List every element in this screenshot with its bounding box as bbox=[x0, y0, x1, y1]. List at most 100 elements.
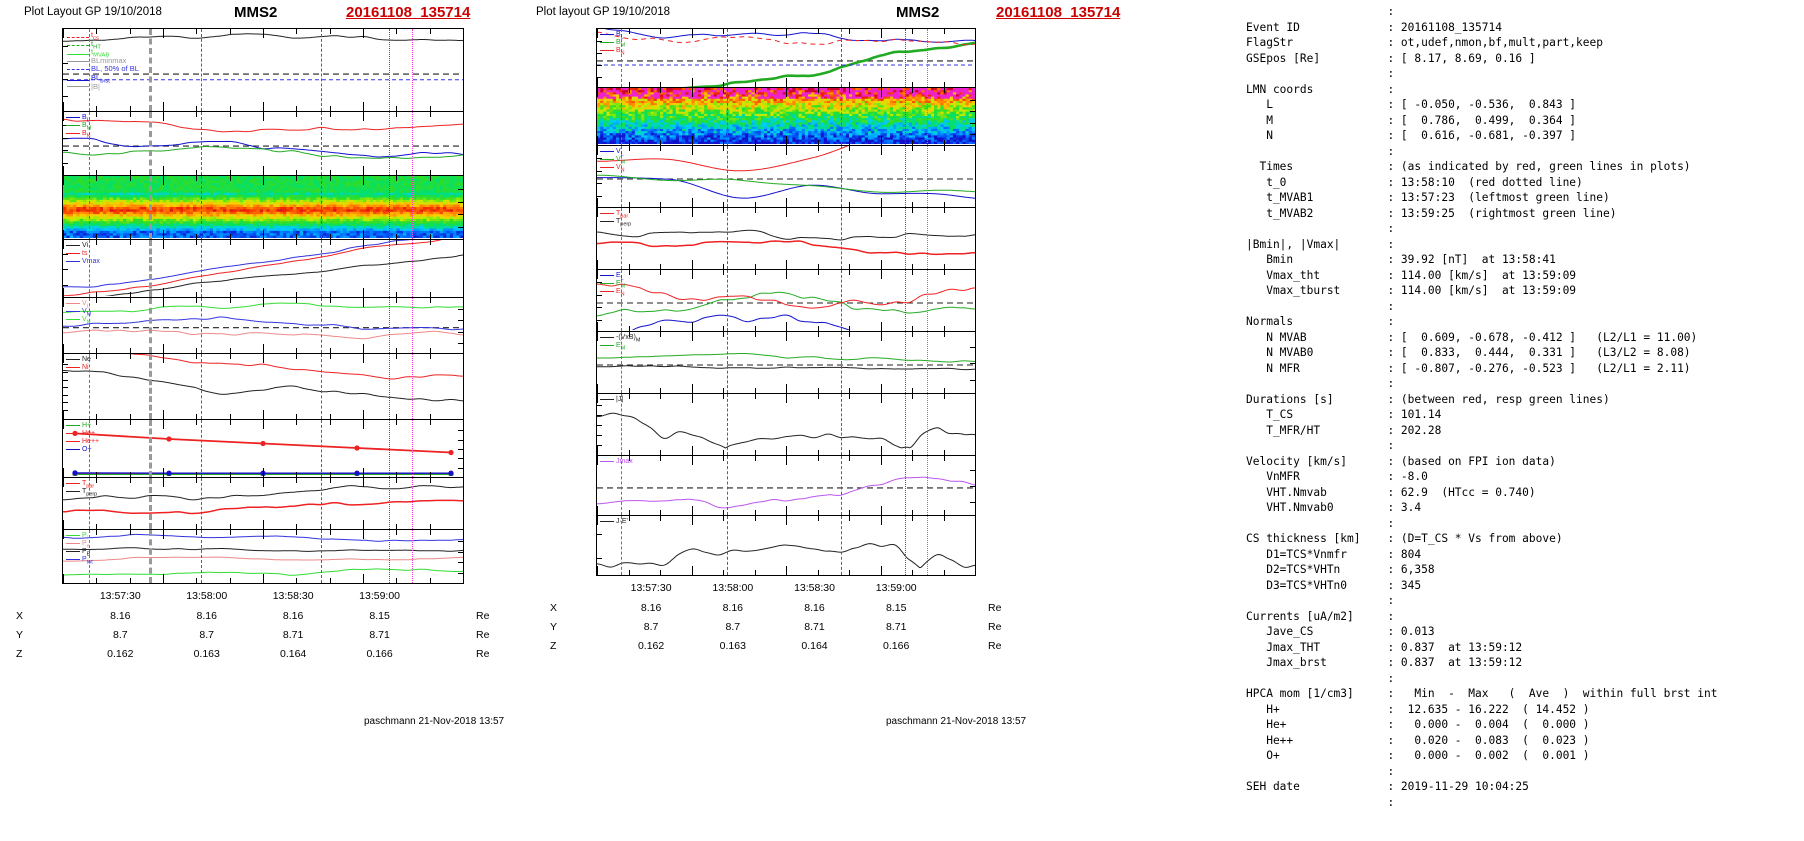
y-axis-tick bbox=[63, 124, 68, 126]
axis-tick bbox=[296, 176, 298, 181]
axis-tick bbox=[429, 234, 431, 239]
axis-tick bbox=[943, 140, 945, 145]
axis-tick bbox=[63, 574, 64, 583]
axis-tick bbox=[329, 530, 331, 535]
legend-swatch bbox=[600, 166, 614, 168]
y-axis-tick bbox=[458, 562, 463, 564]
axis-tick bbox=[660, 450, 661, 455]
legend-label: tMVAB bbox=[91, 47, 110, 59]
y-axis-tick bbox=[63, 269, 68, 270]
axis-tick bbox=[396, 292, 398, 297]
axis-tick bbox=[943, 388, 945, 393]
y-axis-tick bbox=[63, 150, 68, 152]
event-marker-line-blue bbox=[905, 29, 907, 87]
coord-row-label: X bbox=[550, 602, 558, 614]
axis-tick bbox=[597, 198, 598, 207]
axis-tick bbox=[691, 136, 693, 145]
legend-row: Pi bbox=[66, 532, 93, 542]
axis-tick bbox=[880, 516, 882, 525]
legend-swatch bbox=[600, 150, 614, 152]
axis-tick bbox=[129, 298, 131, 303]
axis-tick bbox=[817, 326, 819, 331]
axis-tick bbox=[691, 566, 693, 575]
axis-tick bbox=[96, 292, 98, 297]
axis-tick bbox=[263, 410, 264, 419]
coord-cell: 8.71 bbox=[804, 621, 825, 633]
plot-strip-3: |Vi| [km/s]1008060VitsVmax bbox=[62, 240, 464, 298]
axis-tick bbox=[754, 326, 756, 331]
legend-swatch bbox=[600, 212, 614, 214]
axis-tick bbox=[96, 348, 98, 353]
legend-label: BL, 50% of BL bbox=[91, 64, 139, 74]
axis-tick bbox=[786, 506, 787, 515]
legend-label: Pi bbox=[82, 532, 88, 542]
axis-tick bbox=[754, 270, 756, 275]
strip-legend: VL VM VN bbox=[66, 300, 91, 325]
axis-tick bbox=[329, 106, 331, 111]
legend-swatch bbox=[66, 424, 80, 426]
event-marker-line-gray bbox=[149, 478, 152, 529]
axis-tick bbox=[363, 478, 364, 487]
axis-tick bbox=[163, 420, 164, 429]
y-axis-tick bbox=[458, 467, 463, 469]
coord-cell: 8.15 bbox=[885, 602, 907, 614]
axis-tick bbox=[196, 354, 198, 359]
event-info-panel: : Event ID : 20161108_135714 FlagStr : o… bbox=[1240, 0, 1804, 841]
axis-tick bbox=[880, 456, 882, 465]
axis-tick bbox=[912, 450, 913, 455]
plot-strip-4: ELMN [mV m-1]50-5-10ELEMEN bbox=[596, 270, 976, 332]
event-marker-line-gray bbox=[149, 354, 152, 419]
axis-tick bbox=[660, 202, 661, 207]
coord-cell: 8.7 bbox=[199, 629, 215, 641]
left-header-plotlayout: Plot Layout GP 19/10/2018 bbox=[24, 6, 162, 18]
y-axis-tick bbox=[458, 320, 463, 322]
axis-tick bbox=[329, 420, 331, 425]
axis-tick bbox=[96, 414, 98, 419]
mid-header-spacecraft: MMS2 bbox=[896, 4, 940, 21]
strip-legend: Pi Pe PB Ptot bbox=[66, 532, 93, 565]
axis-tick bbox=[723, 450, 724, 455]
event-marker-line-mag bbox=[411, 112, 413, 175]
axis-tick bbox=[723, 510, 724, 515]
axis-tick bbox=[263, 354, 264, 363]
axis-tick bbox=[943, 88, 945, 93]
event-marker-line-mag bbox=[926, 270, 928, 331]
y-axis-tick bbox=[597, 41, 602, 42]
axis-tick bbox=[754, 570, 756, 575]
event-marker-line-red bbox=[201, 240, 202, 297]
axis-tick bbox=[329, 472, 331, 477]
plot-strip-5: N [cm-3]24222018161412NeNi bbox=[62, 354, 464, 420]
axis-tick bbox=[229, 298, 231, 303]
axis-tick bbox=[329, 524, 331, 529]
axis-tick bbox=[975, 136, 976, 145]
coord-unit: Re bbox=[476, 629, 490, 641]
coord-cell: 8.16 bbox=[804, 602, 825, 614]
y-axis-tick bbox=[63, 409, 68, 411]
y-axis-tick bbox=[970, 111, 975, 113]
y-axis-tick bbox=[458, 430, 463, 432]
axis-tick bbox=[597, 456, 598, 465]
axis-tick bbox=[628, 510, 630, 515]
event-marker-line-green bbox=[88, 420, 90, 477]
axis-tick bbox=[912, 29, 913, 34]
y-axis-tick bbox=[63, 163, 68, 165]
y-axis-tick bbox=[63, 364, 68, 366]
axis-tick bbox=[163, 288, 164, 297]
legend-row: -(VxB)M bbox=[600, 334, 640, 343]
axis-tick bbox=[363, 574, 364, 583]
axis-tick bbox=[723, 332, 724, 337]
axis-tick bbox=[363, 344, 364, 353]
axis-tick bbox=[129, 240, 131, 245]
axis-tick bbox=[943, 208, 945, 213]
axis-tick bbox=[691, 394, 693, 403]
coord-cell: 8.16 bbox=[110, 610, 131, 622]
y-axis-tick bbox=[458, 331, 463, 333]
axis-tick bbox=[723, 516, 724, 521]
axis-tick bbox=[196, 240, 198, 245]
axis-tick bbox=[163, 298, 164, 307]
y-axis-tick bbox=[458, 449, 463, 450]
event-marker-line-blue bbox=[389, 176, 390, 239]
event-marker-line-blue bbox=[905, 88, 907, 145]
axis-tick bbox=[597, 566, 598, 575]
axis-tick bbox=[363, 166, 364, 175]
